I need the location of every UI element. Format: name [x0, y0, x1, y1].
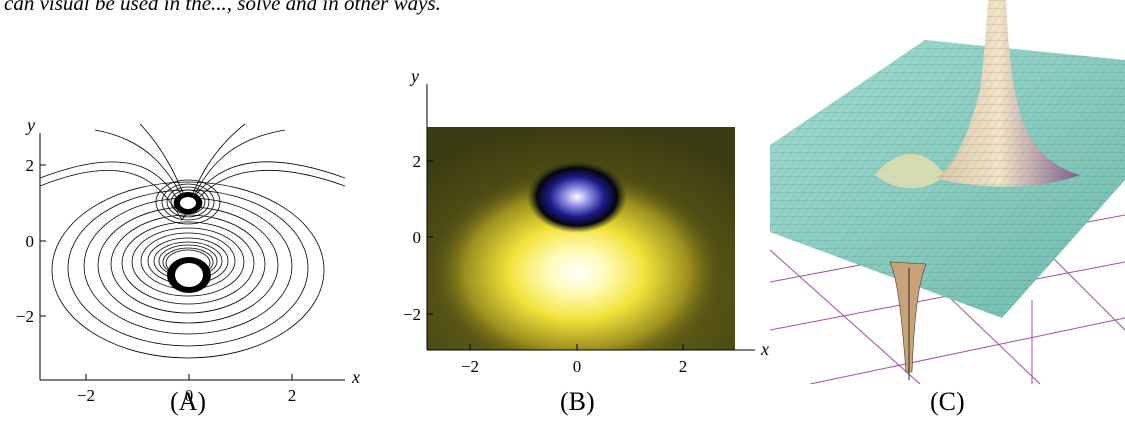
y-tick-b-mid: 0	[413, 228, 422, 247]
lower-charge-hole	[175, 263, 203, 287]
x-tick-b-mid: 0	[573, 357, 582, 376]
x-tick-a-right: 2	[288, 386, 297, 405]
contour-lines	[40, 123, 345, 359]
upper-charge-hole	[180, 197, 196, 209]
y-tick-a-mid: 0	[26, 232, 35, 251]
dip-ridge	[875, 154, 945, 189]
y-tick-a-top: 2	[26, 156, 35, 175]
negative-charge-well	[527, 161, 627, 233]
x-tick-b-right: 2	[679, 357, 688, 376]
positive-charge-glow	[427, 167, 727, 350]
y-axis-label-a: y	[25, 115, 35, 135]
axes-a	[39, 133, 345, 381]
caption-a: (A)	[170, 387, 207, 416]
axes-b	[426, 84, 755, 351]
panel-a-contour-plot: y x 2 0 −2 −2 0 2	[16, 115, 360, 405]
panel-c-3d-surface	[770, 0, 1125, 384]
negative-spike	[889, 261, 927, 373]
x-tick-a-mid: 0	[185, 386, 194, 405]
x-axis-label-a: x	[351, 367, 360, 387]
y-tick-b-top: 2	[413, 152, 422, 171]
panel-b-density-plot: y x 2 0 −2 −2 0 2	[403, 66, 769, 376]
y-axis-label-b: y	[409, 66, 419, 86]
y-tick-a-bottom: −2	[16, 307, 34, 326]
caption-c: (C)	[930, 387, 965, 416]
caption-b: (B)	[560, 387, 595, 416]
x-tick-a-left: −2	[77, 386, 95, 405]
x-tick-b-left: −2	[461, 357, 479, 376]
top-cropped-text: can visual be used in the..., solve and …	[4, 0, 441, 15]
x-axis-label-b: x	[760, 339, 769, 359]
y-tick-b-bottom: −2	[403, 305, 421, 324]
